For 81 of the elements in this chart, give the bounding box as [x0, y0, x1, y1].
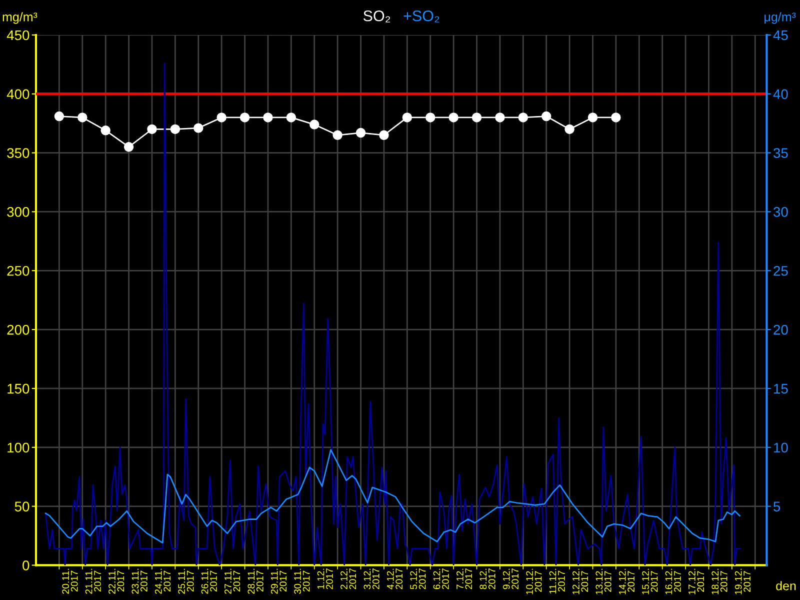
y-tick-label: 300	[7, 207, 30, 217]
y2-tick-label: 20	[774, 324, 788, 335]
point	[147, 124, 157, 134]
y-tick-label: 350	[7, 148, 30, 158]
point	[78, 112, 88, 122]
text: SO₂	[363, 10, 390, 22]
x-tick-label: 12.12. 2017	[572, 568, 588, 594]
x-tick-label: 21.11. 2017	[85, 568, 101, 594]
point	[611, 112, 621, 122]
point	[402, 112, 412, 122]
point	[310, 120, 320, 130]
x-tick-label: 16.12. 2017	[665, 568, 681, 594]
x-tick-label: 4.12. 2017	[386, 568, 403, 590]
point	[216, 112, 226, 122]
x-tick-label: 11.12. 2017	[549, 568, 565, 594]
x-tick-label: 6.12. 2017	[433, 568, 449, 590]
x-tick-label: 26.11. 2017	[201, 568, 217, 594]
x-tick-label: 10.12. 2017	[526, 568, 542, 594]
y-axis-title: mg/m³	[2, 12, 38, 24]
point	[588, 112, 598, 122]
x-tick-label: 9.12. 2017	[502, 568, 519, 590]
point	[194, 123, 204, 133]
x-tick-label: 19.12. 2017	[734, 568, 750, 594]
point	[518, 112, 528, 122]
point	[124, 142, 134, 152]
point	[286, 112, 296, 122]
y-tick-label: 200	[7, 324, 30, 335]
x-tick-label: 20.11. 2017	[62, 568, 78, 594]
point	[564, 124, 574, 134]
x-tick-label: 7.12. 2017	[456, 568, 472, 590]
x-tick-label: 15.12. 2017	[642, 568, 658, 594]
x-tick-label: 17.12. 2017	[688, 568, 704, 594]
y-tick-label: 400	[6, 89, 30, 100]
x-tick-label: 25.11. 2017	[178, 568, 194, 594]
point	[356, 128, 366, 138]
line-series	[44, 449, 740, 544]
x-tick-label: 1.12. 2017	[317, 568, 333, 590]
x-tick-label: 29.11. 2017	[270, 568, 287, 594]
x-tick-label: 23.11. 2017	[132, 568, 148, 594]
point	[448, 112, 458, 122]
x-axis-title: den	[776, 581, 796, 590]
x-tick-label: 13.12. 2017	[596, 568, 612, 594]
y-tick-label: 450	[6, 30, 30, 40]
x-tick-label: 8.12. 2017	[480, 568, 496, 590]
y-tick-label: 0	[22, 560, 30, 570]
point	[379, 130, 389, 140]
y2-tick-label: 10	[774, 442, 788, 453]
x-tick-label: 5.12. 2017	[410, 568, 426, 590]
point	[472, 112, 482, 122]
y-tick-label: 150	[8, 384, 30, 394]
y-tick-label: 250	[7, 266, 30, 276]
y-tick-label: 50	[14, 502, 30, 512]
text: +SO₂	[404, 10, 440, 22]
point	[541, 111, 552, 122]
point	[170, 124, 180, 134]
point	[54, 111, 64, 122]
x-tick-label: 2.12. 2017	[340, 568, 356, 590]
y2-tick-label: 5	[774, 502, 780, 512]
y-tick-label: 100	[8, 442, 30, 453]
y2-tick-label: 45	[773, 30, 788, 40]
x-tick-label: 14.12. 2017	[618, 568, 634, 594]
y2-tick-label: 15	[774, 384, 788, 394]
x-tick-label: 18.12. 2017	[712, 568, 728, 594]
x-tick-label: 30.11. 2017	[294, 568, 310, 594]
point	[425, 112, 436, 122]
x-tick-label: 28.11. 2017	[248, 568, 264, 594]
point	[263, 112, 273, 122]
y2-tick-label: 35	[774, 148, 788, 158]
x-tick-label: 3.12. 2017	[364, 568, 380, 590]
y2-tick-label: 25	[774, 266, 788, 276]
x-tick-label: 24.11. 2017	[154, 568, 171, 594]
x-tick-label: 27.11. 2017	[224, 568, 240, 594]
line-series	[44, 62, 740, 566]
point	[240, 112, 250, 122]
y2-axis-title: μg/m³	[764, 12, 796, 24]
y2-tick-label: 40	[773, 89, 788, 100]
point	[100, 126, 110, 136]
point	[332, 130, 342, 140]
y2-tick-label: 30	[774, 207, 788, 217]
point	[495, 112, 505, 122]
x-tick-label: 22.11. 2017	[108, 568, 124, 594]
